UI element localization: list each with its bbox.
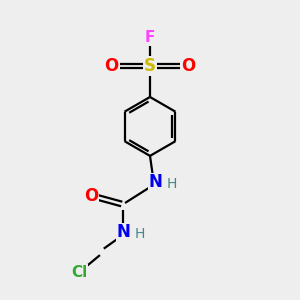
Text: N: N <box>117 224 130 242</box>
Text: H: H <box>167 177 177 191</box>
Text: S: S <box>144 57 156 75</box>
Text: H: H <box>134 227 145 241</box>
Text: O: O <box>181 57 195 75</box>
Text: F: F <box>145 30 155 45</box>
Text: N: N <box>149 173 163 191</box>
Text: O: O <box>84 187 98 205</box>
Text: O: O <box>105 57 119 75</box>
Text: Cl: Cl <box>71 265 88 280</box>
